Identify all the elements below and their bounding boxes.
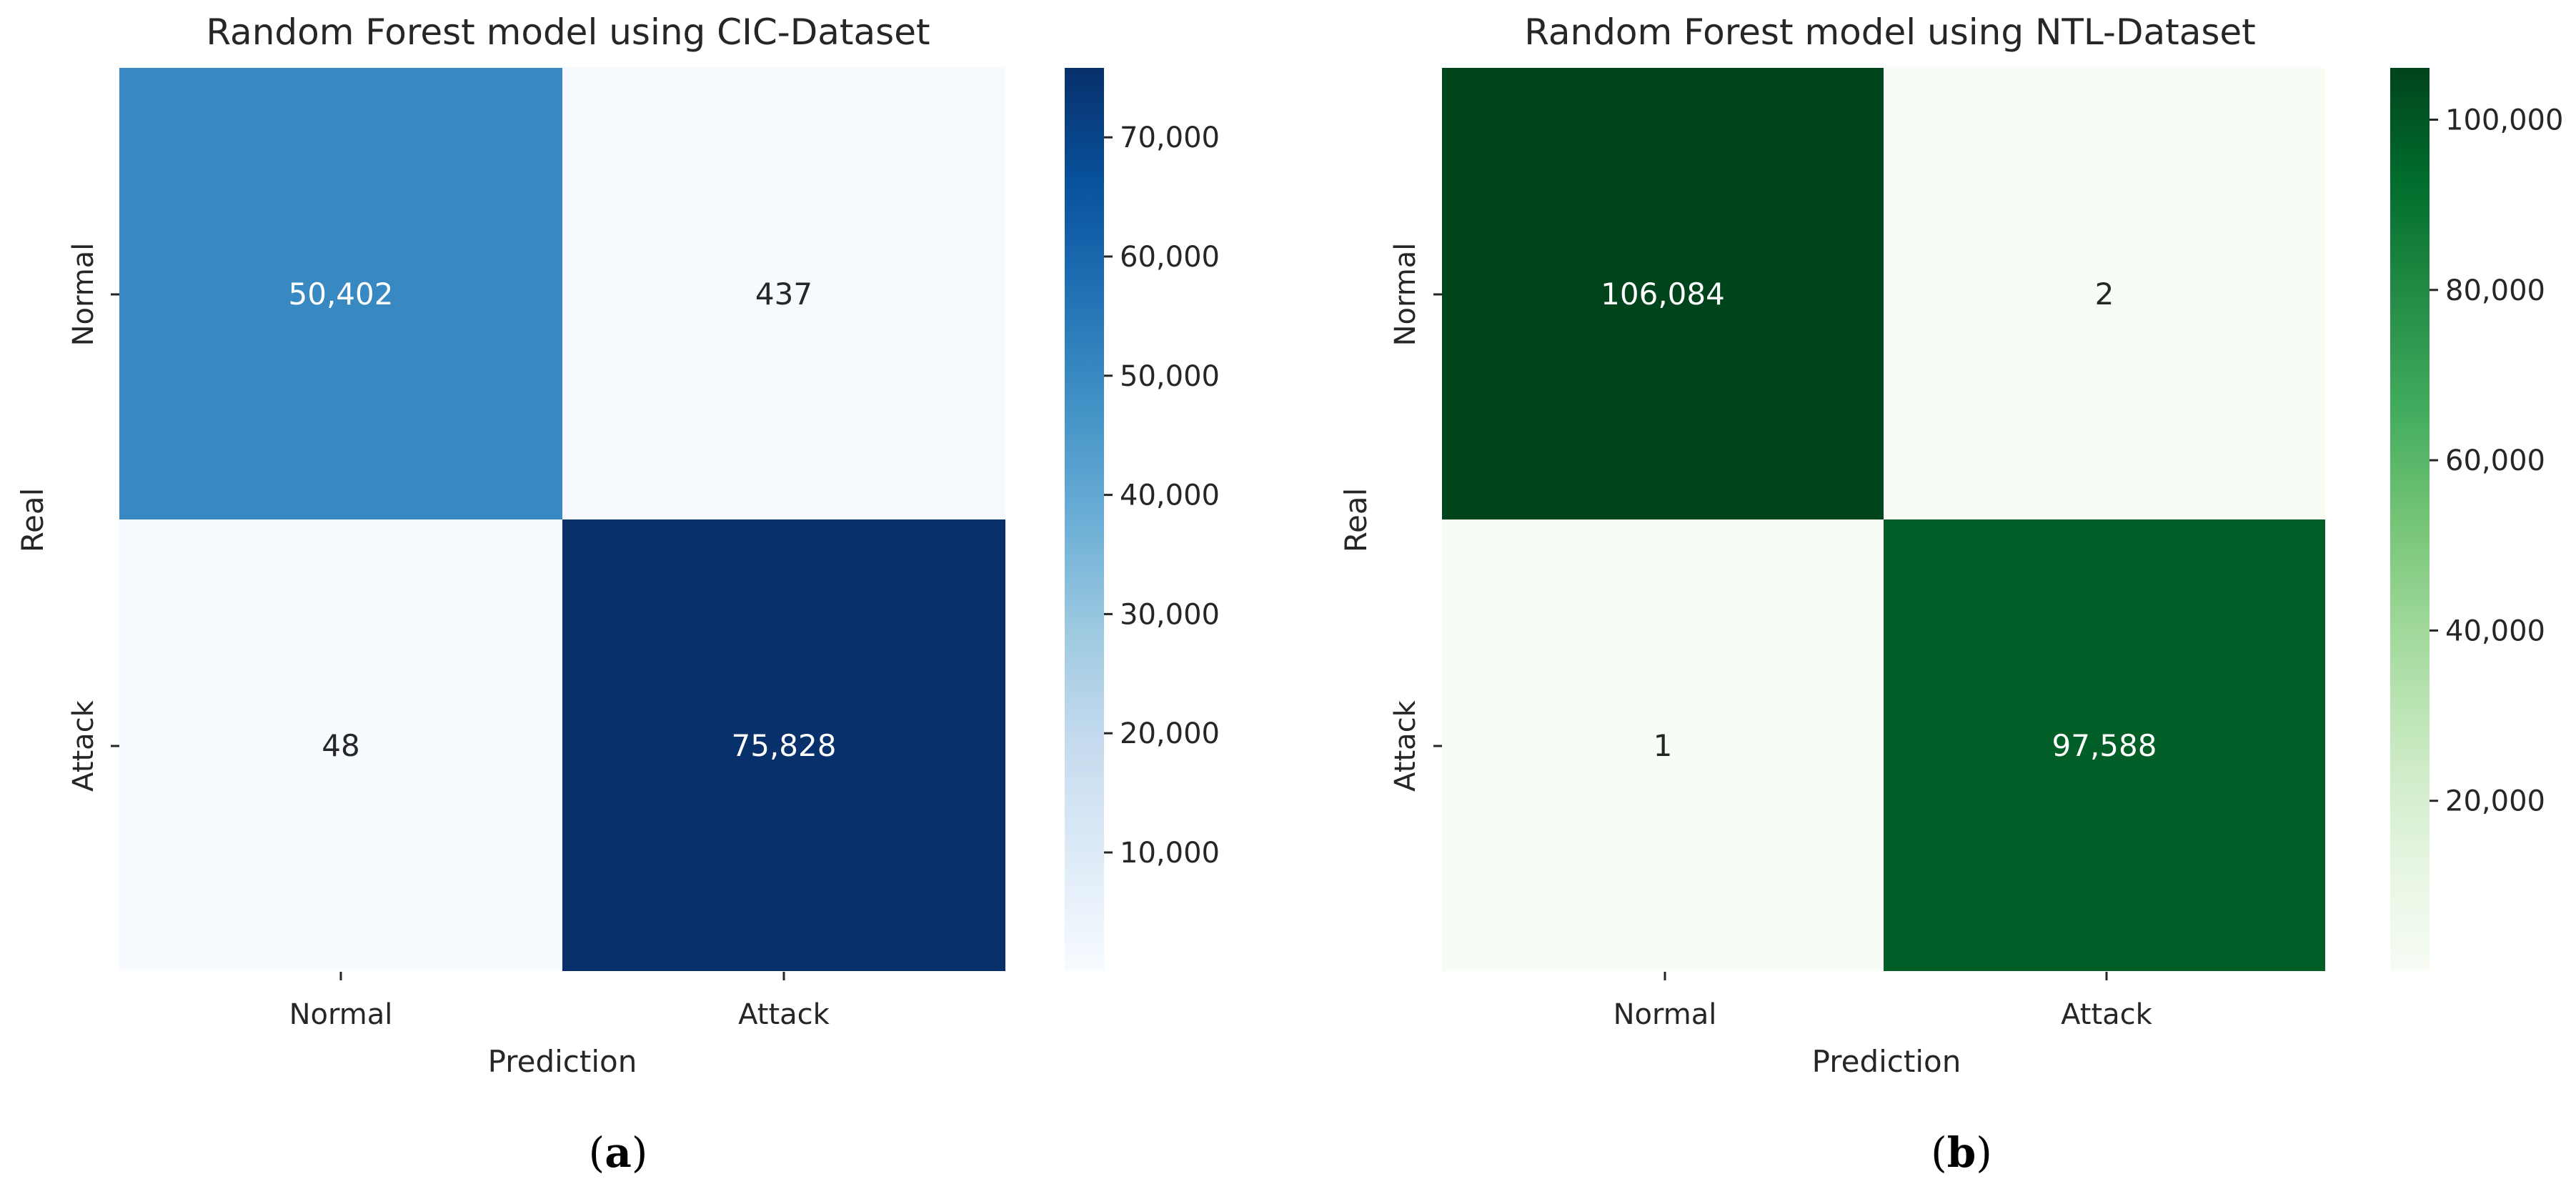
x-tick-label: Attack bbox=[738, 998, 830, 1031]
cell-value-label: 437 bbox=[755, 277, 812, 312]
panel-label-letter: a bbox=[605, 1128, 632, 1177]
y-tick-label: Normal bbox=[1389, 243, 1422, 347]
panel-label: (b) bbox=[1931, 1128, 1992, 1177]
y-axis: Normal Attack Real bbox=[1338, 243, 1442, 792]
heatmap-cell bbox=[1884, 68, 2325, 519]
heatmap-cell bbox=[1442, 68, 1884, 519]
colorbar-gradient bbox=[1065, 68, 1104, 971]
x-axis-label: Prediction bbox=[1812, 1044, 1961, 1079]
y-axis-label: Real bbox=[1338, 488, 1373, 553]
cell-value-label: 50,402 bbox=[289, 277, 394, 312]
panel-label-close: ) bbox=[632, 1128, 648, 1177]
heatmap-cell bbox=[119, 519, 562, 971]
cell-value-label: 75,828 bbox=[732, 728, 837, 763]
colorbar: 10,000 20,000 30,000 40,000 50,000 60,000 70,0… bbox=[1065, 68, 1220, 971]
heatmap-panel-a: Random Forest model using CIC-Dataset 50… bbox=[15, 11, 1220, 1177]
panel-label-close: ) bbox=[1976, 1128, 1992, 1177]
heatmap-cell bbox=[562, 68, 1005, 519]
cell-value-label: 97,588 bbox=[2052, 728, 2157, 763]
chart-title: Random Forest model using NTL-Dataset bbox=[1524, 11, 2256, 53]
colorbar-tick-label: 30,000 bbox=[1120, 598, 1220, 631]
cell-value-label: 106,084 bbox=[1601, 277, 1725, 312]
colorbar-tick-label: 10,000 bbox=[1120, 837, 1220, 870]
cell-value-label: 48 bbox=[322, 728, 359, 763]
x-tick-label: Attack bbox=[2061, 998, 2153, 1031]
colorbar-tick-label: 40,000 bbox=[2445, 615, 2545, 647]
colorbar-tick-label: 20,000 bbox=[2445, 785, 2545, 818]
heatmap-panel-b: Random Forest model using NTL-Dataset 10… bbox=[1338, 11, 2563, 1177]
x-axis: Normal Attack Prediction bbox=[1613, 972, 2153, 1079]
x-tick-label: Normal bbox=[289, 998, 393, 1031]
x-axis-label: Prediction bbox=[488, 1044, 637, 1079]
colorbar-tick-label: 20,000 bbox=[1120, 717, 1220, 750]
y-tick-label: Attack bbox=[67, 700, 100, 792]
colorbar-tick-label: 50,000 bbox=[1120, 360, 1220, 393]
heatmap-cell bbox=[562, 519, 1005, 971]
heatmap-cells: 106,084 2 1 97,588 bbox=[1442, 68, 2325, 971]
y-axis: Normal Attack Real bbox=[15, 243, 119, 792]
colorbar-tick-label: 60,000 bbox=[1120, 241, 1220, 274]
cell-value-label: 1 bbox=[1653, 728, 1673, 763]
panel-label-open: ( bbox=[589, 1128, 605, 1177]
x-tick-label: Normal bbox=[1613, 998, 1717, 1031]
panel-label: (a) bbox=[589, 1128, 648, 1177]
chart-title: Random Forest model using CIC-Dataset bbox=[206, 11, 930, 53]
heatmap-cells: 50,402 437 48 75,828 bbox=[119, 68, 1005, 971]
colorbar: 20,000 40,000 60,000 80,000 100,000 bbox=[2390, 68, 2563, 971]
cell-value-label: 2 bbox=[2095, 277, 2114, 312]
panel-label-letter: b bbox=[1947, 1128, 1976, 1177]
y-tick-label: Normal bbox=[67, 243, 100, 347]
heatmap-cell bbox=[119, 68, 562, 519]
colorbar-tick-label: 70,000 bbox=[1120, 121, 1220, 154]
panel-label-open: ( bbox=[1931, 1128, 1947, 1177]
colorbar-tick-label: 60,000 bbox=[2445, 444, 2545, 477]
y-axis-label: Real bbox=[15, 488, 50, 553]
y-tick-label: Attack bbox=[1389, 700, 1422, 792]
heatmap-cell bbox=[1442, 519, 1884, 971]
colorbar-tick-label: 40,000 bbox=[1120, 479, 1220, 512]
x-axis: Normal Attack Prediction bbox=[289, 972, 830, 1079]
colorbar-gradient bbox=[2390, 68, 2430, 971]
colorbar-tick-label: 80,000 bbox=[2445, 274, 2545, 307]
colorbar-tick-label: 100,000 bbox=[2445, 104, 2563, 136]
heatmap-cell bbox=[1884, 519, 2325, 971]
